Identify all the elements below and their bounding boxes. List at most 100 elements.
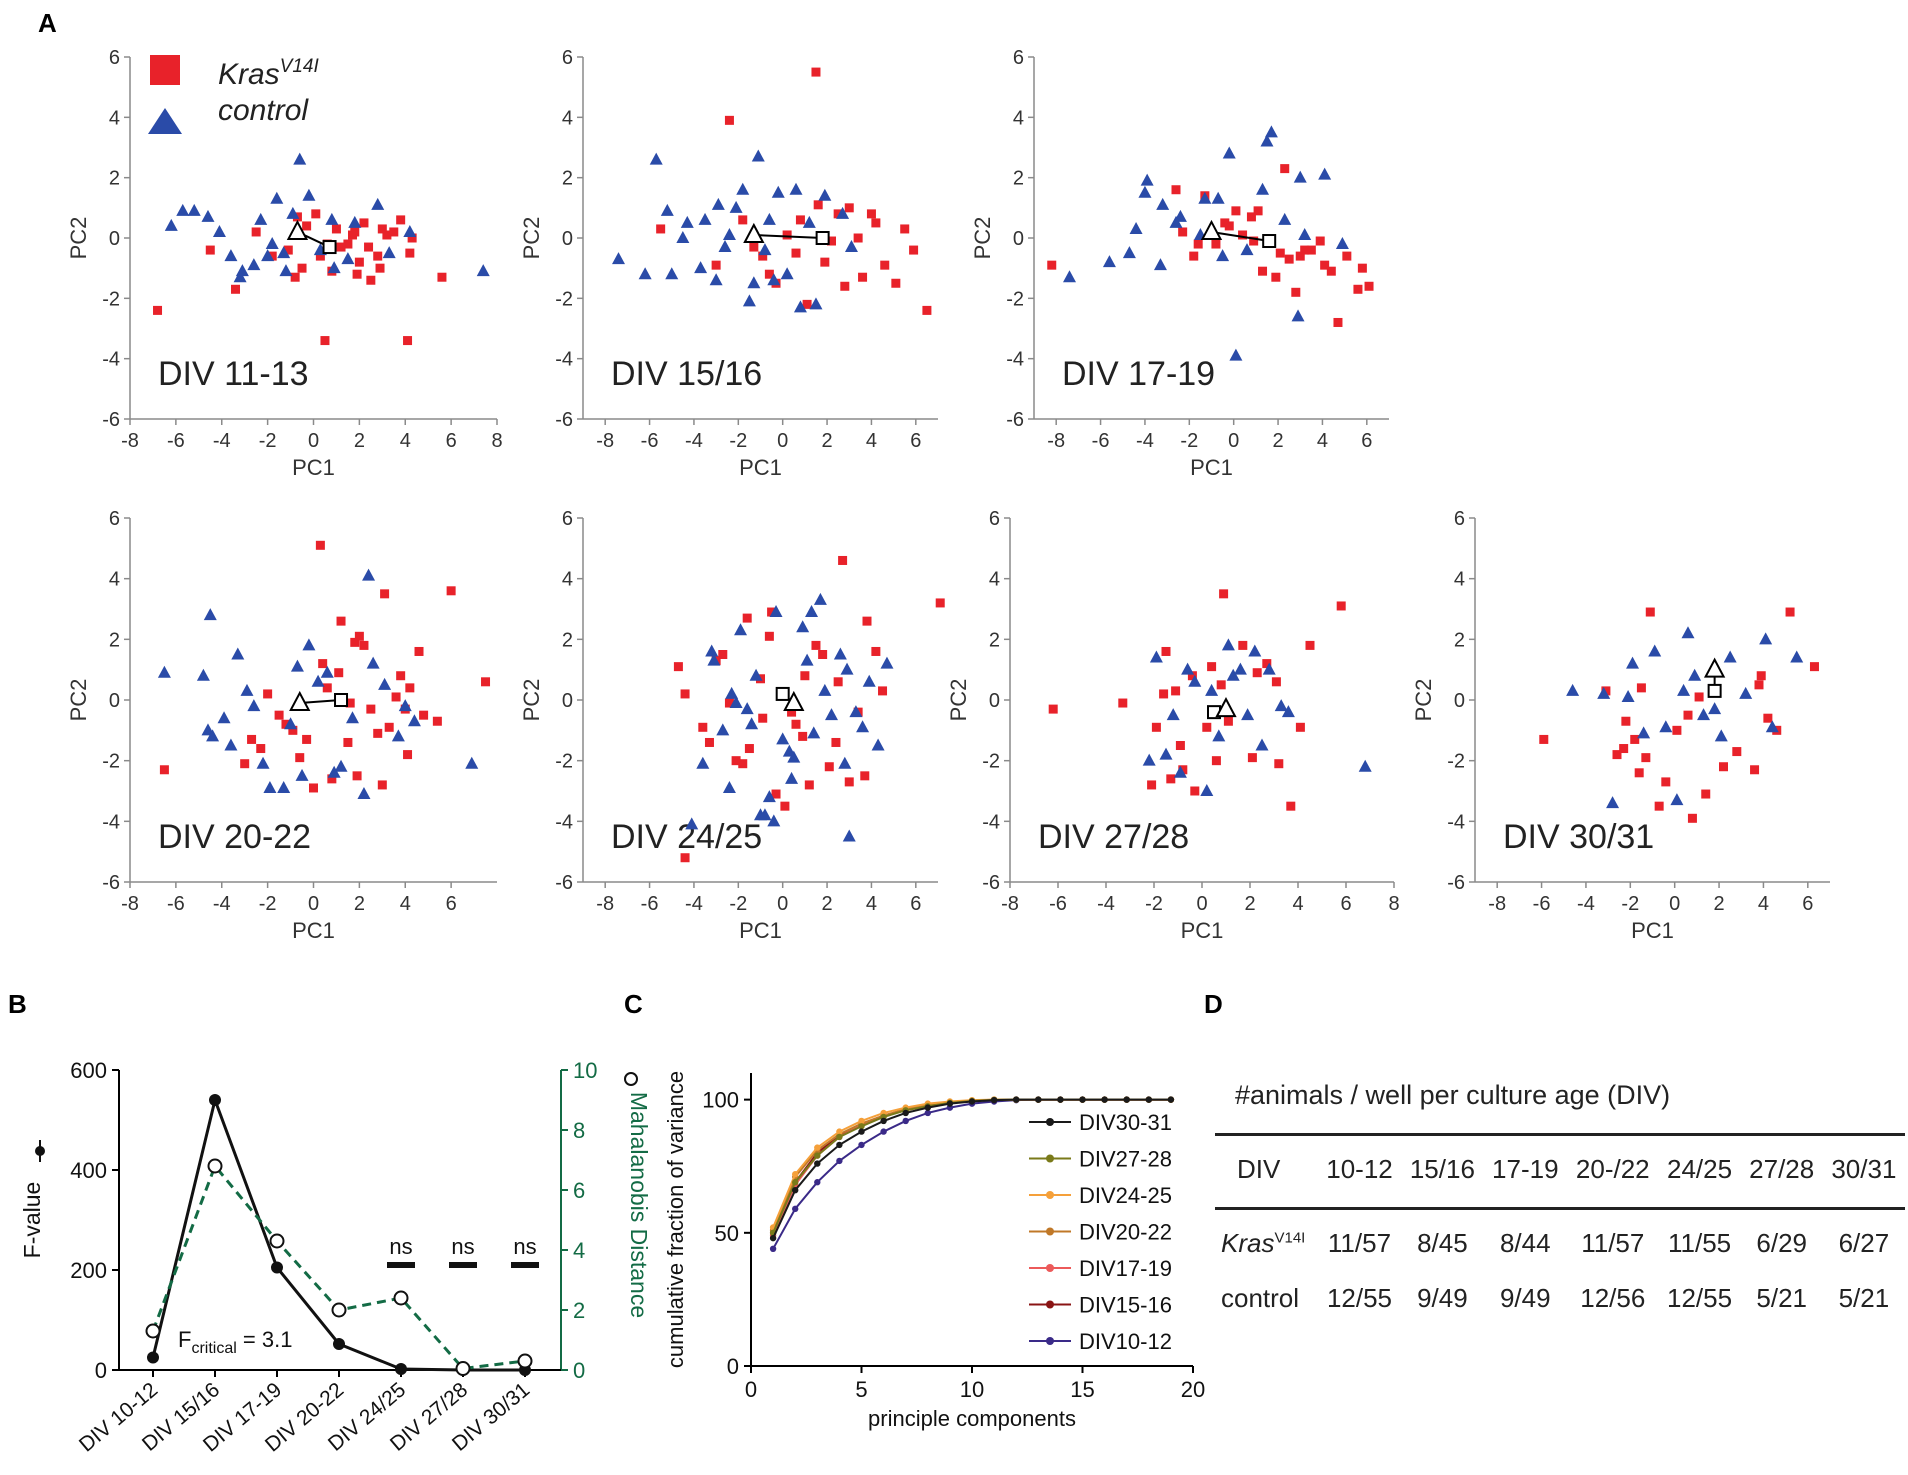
control-point <box>1188 674 1202 687</box>
control-point <box>782 744 796 757</box>
kras-point <box>1211 239 1221 249</box>
y-tick-label: -6 <box>555 872 573 894</box>
table-header-cell: 30/31 <box>1822 1133 1905 1210</box>
x-axis-label: PC1 <box>1181 918 1224 943</box>
series-point <box>924 1104 931 1111</box>
control-point <box>1262 662 1276 675</box>
control-point <box>709 273 723 286</box>
x-tick-label: 4 <box>866 893 877 915</box>
x-tick-label: 0 <box>777 430 788 452</box>
kras-point <box>795 215 805 225</box>
kras-point <box>791 719 801 729</box>
kras-point <box>352 269 362 279</box>
kras-point <box>724 698 734 708</box>
scatter-plot: -6 -4 -2 0 2 4 6 -8 -6 -4 -2 0 2 4 6 PC1 PC2 DIV 30/31 <box>1411 508 1830 943</box>
control-point <box>1670 793 1684 806</box>
kras-point <box>1612 750 1622 760</box>
kras-point <box>256 744 266 754</box>
y-tick-label: 0 <box>109 228 120 250</box>
kras-point <box>345 698 355 708</box>
control-point <box>1198 191 1212 204</box>
kras-point <box>813 200 823 210</box>
kras-point <box>1193 239 1203 249</box>
kras-point <box>1252 668 1262 678</box>
control-point <box>1790 650 1804 663</box>
kras-point <box>1701 789 1711 799</box>
control-point <box>247 699 261 712</box>
series-point <box>880 1117 887 1125</box>
kras-point <box>1274 759 1284 769</box>
y-tick-label: 2 <box>109 629 120 651</box>
control-point <box>813 592 827 605</box>
series-point <box>924 1109 931 1117</box>
legend-marker <box>1046 1300 1054 1309</box>
control-point <box>871 738 885 751</box>
control-point <box>747 276 761 289</box>
kras-point <box>1187 671 1197 681</box>
table-cell: 5/21 <box>1838 1283 1890 1313</box>
series-point <box>968 1098 976 1105</box>
series-point <box>990 1096 998 1104</box>
y-tick-label: 6 <box>562 508 573 530</box>
control-point <box>235 264 249 277</box>
kras-point <box>1754 680 1764 690</box>
kras-point <box>1621 716 1631 726</box>
x-tick-label: 2 <box>354 430 365 452</box>
kras-point <box>247 734 257 744</box>
kras-point <box>860 771 870 781</box>
kras-point <box>377 224 387 234</box>
x-tick-label: -2 <box>259 430 277 452</box>
kras-point <box>1247 753 1257 763</box>
control-point <box>711 197 725 210</box>
control-point <box>734 623 748 636</box>
x-tick-label: -6 <box>1533 893 1551 915</box>
x-tick-label: -2 <box>729 430 747 452</box>
control-centroid <box>1200 219 1223 240</box>
y-tick-label: 200 <box>70 1258 107 1283</box>
table-header-cell: 24/25 <box>1658 1133 1741 1210</box>
control-point <box>279 264 293 277</box>
control-point <box>1166 708 1180 721</box>
x-tick-label: 0 <box>308 430 319 452</box>
kras-centroid <box>1707 683 1722 698</box>
y-tick-label: -4 <box>1006 349 1024 371</box>
kras-point <box>1320 260 1330 270</box>
x-tick-label: -6 <box>167 893 185 915</box>
x-tick-label: -8 <box>1001 893 1019 915</box>
x-tick-label: 0 <box>1228 430 1239 452</box>
y-tick-label: 4 <box>109 107 120 129</box>
mahalanobis-point <box>269 1233 285 1249</box>
y-tick-label: -6 <box>1006 409 1024 431</box>
panel-title: DIV 24/25 <box>611 818 762 856</box>
kras-point <box>1809 662 1819 672</box>
control-point <box>1226 668 1240 681</box>
kras-centroid <box>815 231 830 245</box>
series-point <box>814 1152 821 1159</box>
y-tick-label: -2 <box>102 751 120 773</box>
y-tick-label: 4 <box>1454 569 1465 591</box>
control-point <box>203 608 217 621</box>
legend-kras-sup: V14I <box>280 56 320 77</box>
kras-point <box>767 607 777 617</box>
kras-point <box>935 598 945 608</box>
table-header-cell: 17-19 <box>1483 1133 1568 1210</box>
kras-point <box>1683 710 1693 720</box>
kras-point <box>1661 777 1671 787</box>
control-centroid <box>783 690 805 712</box>
kras-point <box>1118 698 1128 708</box>
kras-point <box>1315 236 1325 246</box>
legend-label: DIV20-22 <box>1079 1220 1172 1245</box>
x-tick-label: -4 <box>685 893 703 915</box>
kras-point <box>302 734 312 744</box>
y2-tick-label: 0 <box>573 1358 585 1383</box>
control-point <box>1200 784 1214 796</box>
kras-point <box>1207 662 1217 672</box>
kras-point <box>1249 236 1259 246</box>
y-tick-label: 0 <box>109 690 120 712</box>
y-tick-label: 2 <box>562 629 573 651</box>
control-point <box>1102 255 1116 268</box>
x-tick-label: 2 <box>1244 893 1255 915</box>
y-tick-label: -6 <box>555 409 573 431</box>
kras-centroid <box>322 240 337 255</box>
